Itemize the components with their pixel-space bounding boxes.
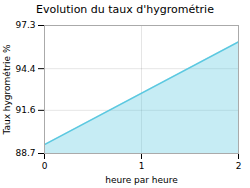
svg-text:88.7: 88.7: [15, 148, 35, 158]
svg-text:97.3: 97.3: [15, 20, 35, 30]
svg-text:0: 0: [42, 161, 48, 171]
svg-text:heure par heure: heure par heure: [105, 175, 178, 185]
html-text:Evolution du taux d'hygrométri: Evolution du taux d'hygrométrie: [36, 3, 214, 16]
svg-text:Taux hygrométrie %: Taux hygrométrie %: [2, 44, 12, 136]
svg-text:1: 1: [139, 161, 145, 171]
svg-text:91.6: 91.6: [15, 105, 35, 115]
svg-text:94.4: 94.4: [15, 64, 35, 74]
svg-text:2: 2: [236, 161, 242, 171]
